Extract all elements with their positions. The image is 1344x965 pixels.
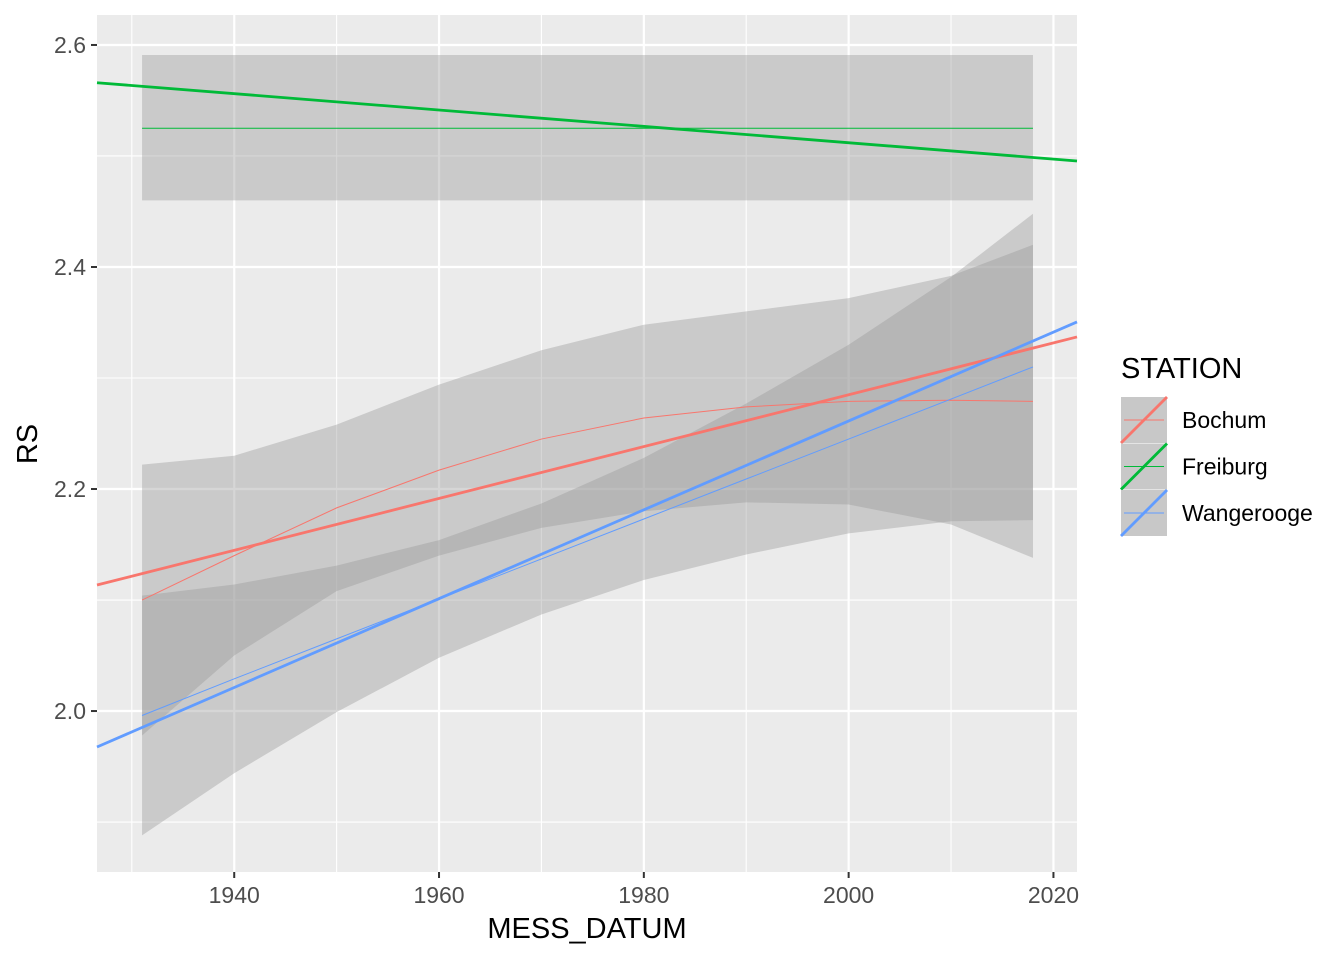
legend-title: STATION bbox=[1121, 353, 1242, 385]
y-axis-label: RS bbox=[12, 424, 44, 464]
linear-fit-line-bochum bbox=[96, 335, 1078, 587]
legend-key-line-wangerooge bbox=[1120, 489, 1168, 537]
confidence-band-freiburg bbox=[142, 54, 1033, 201]
x-tick-label: 1960 bbox=[413, 882, 464, 908]
confidence-band-wangerooge bbox=[142, 213, 1033, 836]
x-tick-label: 2020 bbox=[1028, 882, 1079, 908]
smooth-line-wangerooge bbox=[141, 366, 1034, 716]
legend-key-line-freiburg bbox=[1120, 442, 1168, 491]
x-tick-label: 1980 bbox=[618, 882, 669, 908]
y-tick-label: 2.0 bbox=[54, 698, 86, 724]
y-tick-label: 2.6 bbox=[54, 32, 86, 58]
y-tick-label: 2.2 bbox=[54, 476, 86, 502]
linear-fit-line-freiburg bbox=[96, 81, 1078, 163]
smooth-line-bochum bbox=[141, 399, 1033, 601]
legend: STATION Bochum Freiburg Wangerooge bbox=[1120, 353, 1313, 537]
linear-fit-line-wangerooge bbox=[96, 320, 1078, 749]
x-axis-label: MESS_DATUM bbox=[487, 913, 686, 945]
legend-label-wangerooge: Wangerooge bbox=[1182, 500, 1313, 526]
legend-label-freiburg: Freiburg bbox=[1182, 454, 1268, 480]
plot-panel bbox=[97, 15, 1077, 872]
legend-key-line-bochum bbox=[1120, 396, 1168, 444]
x-tick-label: 1940 bbox=[209, 882, 260, 908]
y-tick-label: 2.4 bbox=[54, 254, 86, 280]
x-tick-label: 2000 bbox=[823, 882, 874, 908]
confidence-band-bochum bbox=[142, 244, 1033, 736]
legend-label-bochum: Bochum bbox=[1182, 407, 1266, 433]
